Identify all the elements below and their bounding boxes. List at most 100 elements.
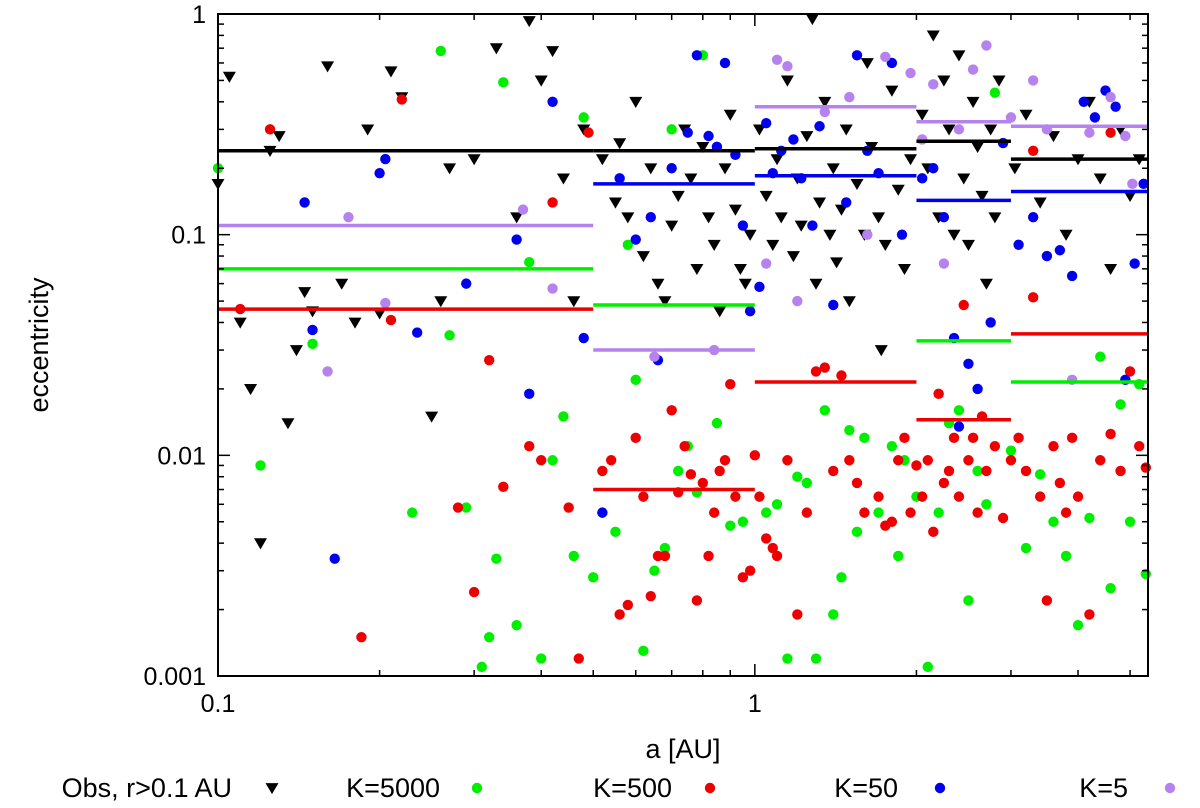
series-3-point [1027, 211, 1039, 223]
series-2-point [1034, 491, 1046, 502]
series-4-point [880, 51, 891, 62]
series-1-point [622, 239, 634, 250]
series-0-point [665, 220, 679, 232]
series-3-point [916, 173, 928, 184]
series-0-point [546, 46, 560, 58]
bin-lines-layer [218, 104, 1148, 492]
series-2-point [597, 465, 608, 477]
series-0-point [690, 263, 704, 276]
series-2-point [685, 469, 697, 480]
series-0-point [696, 141, 710, 154]
series-0-point [595, 154, 609, 166]
series-4-point [928, 79, 939, 90]
series-1-point [649, 565, 660, 576]
series-3-point [851, 50, 863, 61]
series-4-point [938, 258, 950, 269]
series-3-point [1089, 112, 1101, 123]
series-0-point [321, 61, 335, 73]
series-0-point [738, 278, 752, 290]
series-3-point [953, 421, 965, 432]
series-0-point [1093, 173, 1107, 185]
series-0-point [952, 50, 966, 62]
series-1-point [307, 338, 318, 350]
series-2 [235, 94, 1152, 664]
series-1-point [893, 550, 904, 562]
series-1-point [922, 661, 934, 673]
series-2-point [1095, 455, 1106, 466]
series-0-point [489, 43, 503, 55]
series-4-point [517, 204, 529, 215]
series-4-point [1105, 91, 1116, 103]
series-1-point [659, 542, 671, 554]
series-1-point [476, 661, 487, 673]
series-4-point [967, 64, 979, 75]
series-2-point [899, 432, 910, 444]
series-2-point [638, 491, 649, 502]
series-0-point [839, 124, 853, 136]
series-2-point [1084, 609, 1095, 620]
series-1-point [1034, 469, 1046, 480]
legend-marker-3 [934, 782, 946, 794]
series-1-point [536, 653, 547, 664]
series-2-point [547, 197, 558, 208]
series-3-point [1129, 258, 1140, 269]
series-4-point [981, 40, 992, 51]
series-0-point [629, 96, 643, 108]
series-0-point [728, 204, 742, 216]
series-1-point [444, 330, 455, 341]
y-tick-label: 1 [192, 1, 206, 29]
series-4-point [1127, 178, 1138, 190]
series-0-point [988, 212, 1002, 224]
series-4-point [953, 124, 965, 135]
series-1-point [638, 645, 649, 657]
series-2-point [859, 507, 870, 518]
series-0-point [567, 296, 581, 308]
series-0-point [975, 190, 989, 202]
series-0-point [613, 138, 627, 150]
data-layer [211, 14, 1152, 673]
series-3-point [299, 197, 310, 208]
series-0-point [621, 212, 635, 224]
series-1-point [610, 526, 621, 538]
series-2-point [997, 512, 1009, 524]
series-2-point [922, 455, 934, 466]
series-0-point [702, 212, 716, 224]
series-2-point [396, 94, 408, 105]
series-3-point [737, 220, 749, 231]
series-3-point [329, 553, 340, 564]
series-2-point [630, 432, 641, 444]
series-1-point [737, 516, 749, 527]
series-0-point [434, 296, 448, 308]
series-2-point [916, 491, 928, 502]
y-axis-label: eccentricity [24, 277, 54, 413]
series-0-point [805, 14, 819, 26]
series-2-point [614, 609, 625, 620]
series-4-point [905, 67, 916, 79]
legend-marker-0 [265, 783, 279, 795]
series-2-point [948, 432, 960, 444]
series-0-point [467, 154, 481, 166]
series-1-point [483, 631, 495, 643]
series-3 [299, 50, 1149, 564]
series-3-point [841, 197, 852, 208]
series-0-point [759, 190, 773, 202]
series-3-point [972, 383, 983, 395]
series-2-point [1115, 465, 1126, 477]
series-2-point [819, 362, 830, 373]
series-1-point [1095, 351, 1106, 362]
series-0-point [718, 163, 732, 175]
series-3-point [1013, 239, 1024, 250]
series-3-point [985, 317, 996, 328]
series-0-point [510, 212, 524, 224]
series-2-point [573, 653, 585, 664]
y-tick-label: 0.01 [157, 442, 206, 470]
series-1-point [568, 550, 579, 562]
series-0-point [850, 178, 864, 190]
series-2-point [744, 565, 756, 576]
series-0-point [979, 278, 993, 290]
series-0-point [961, 239, 975, 251]
x-axis-label: a [AU] [645, 734, 720, 764]
series-0-point [373, 308, 387, 320]
series-0-point [281, 418, 295, 430]
series-3-point [1041, 250, 1053, 262]
